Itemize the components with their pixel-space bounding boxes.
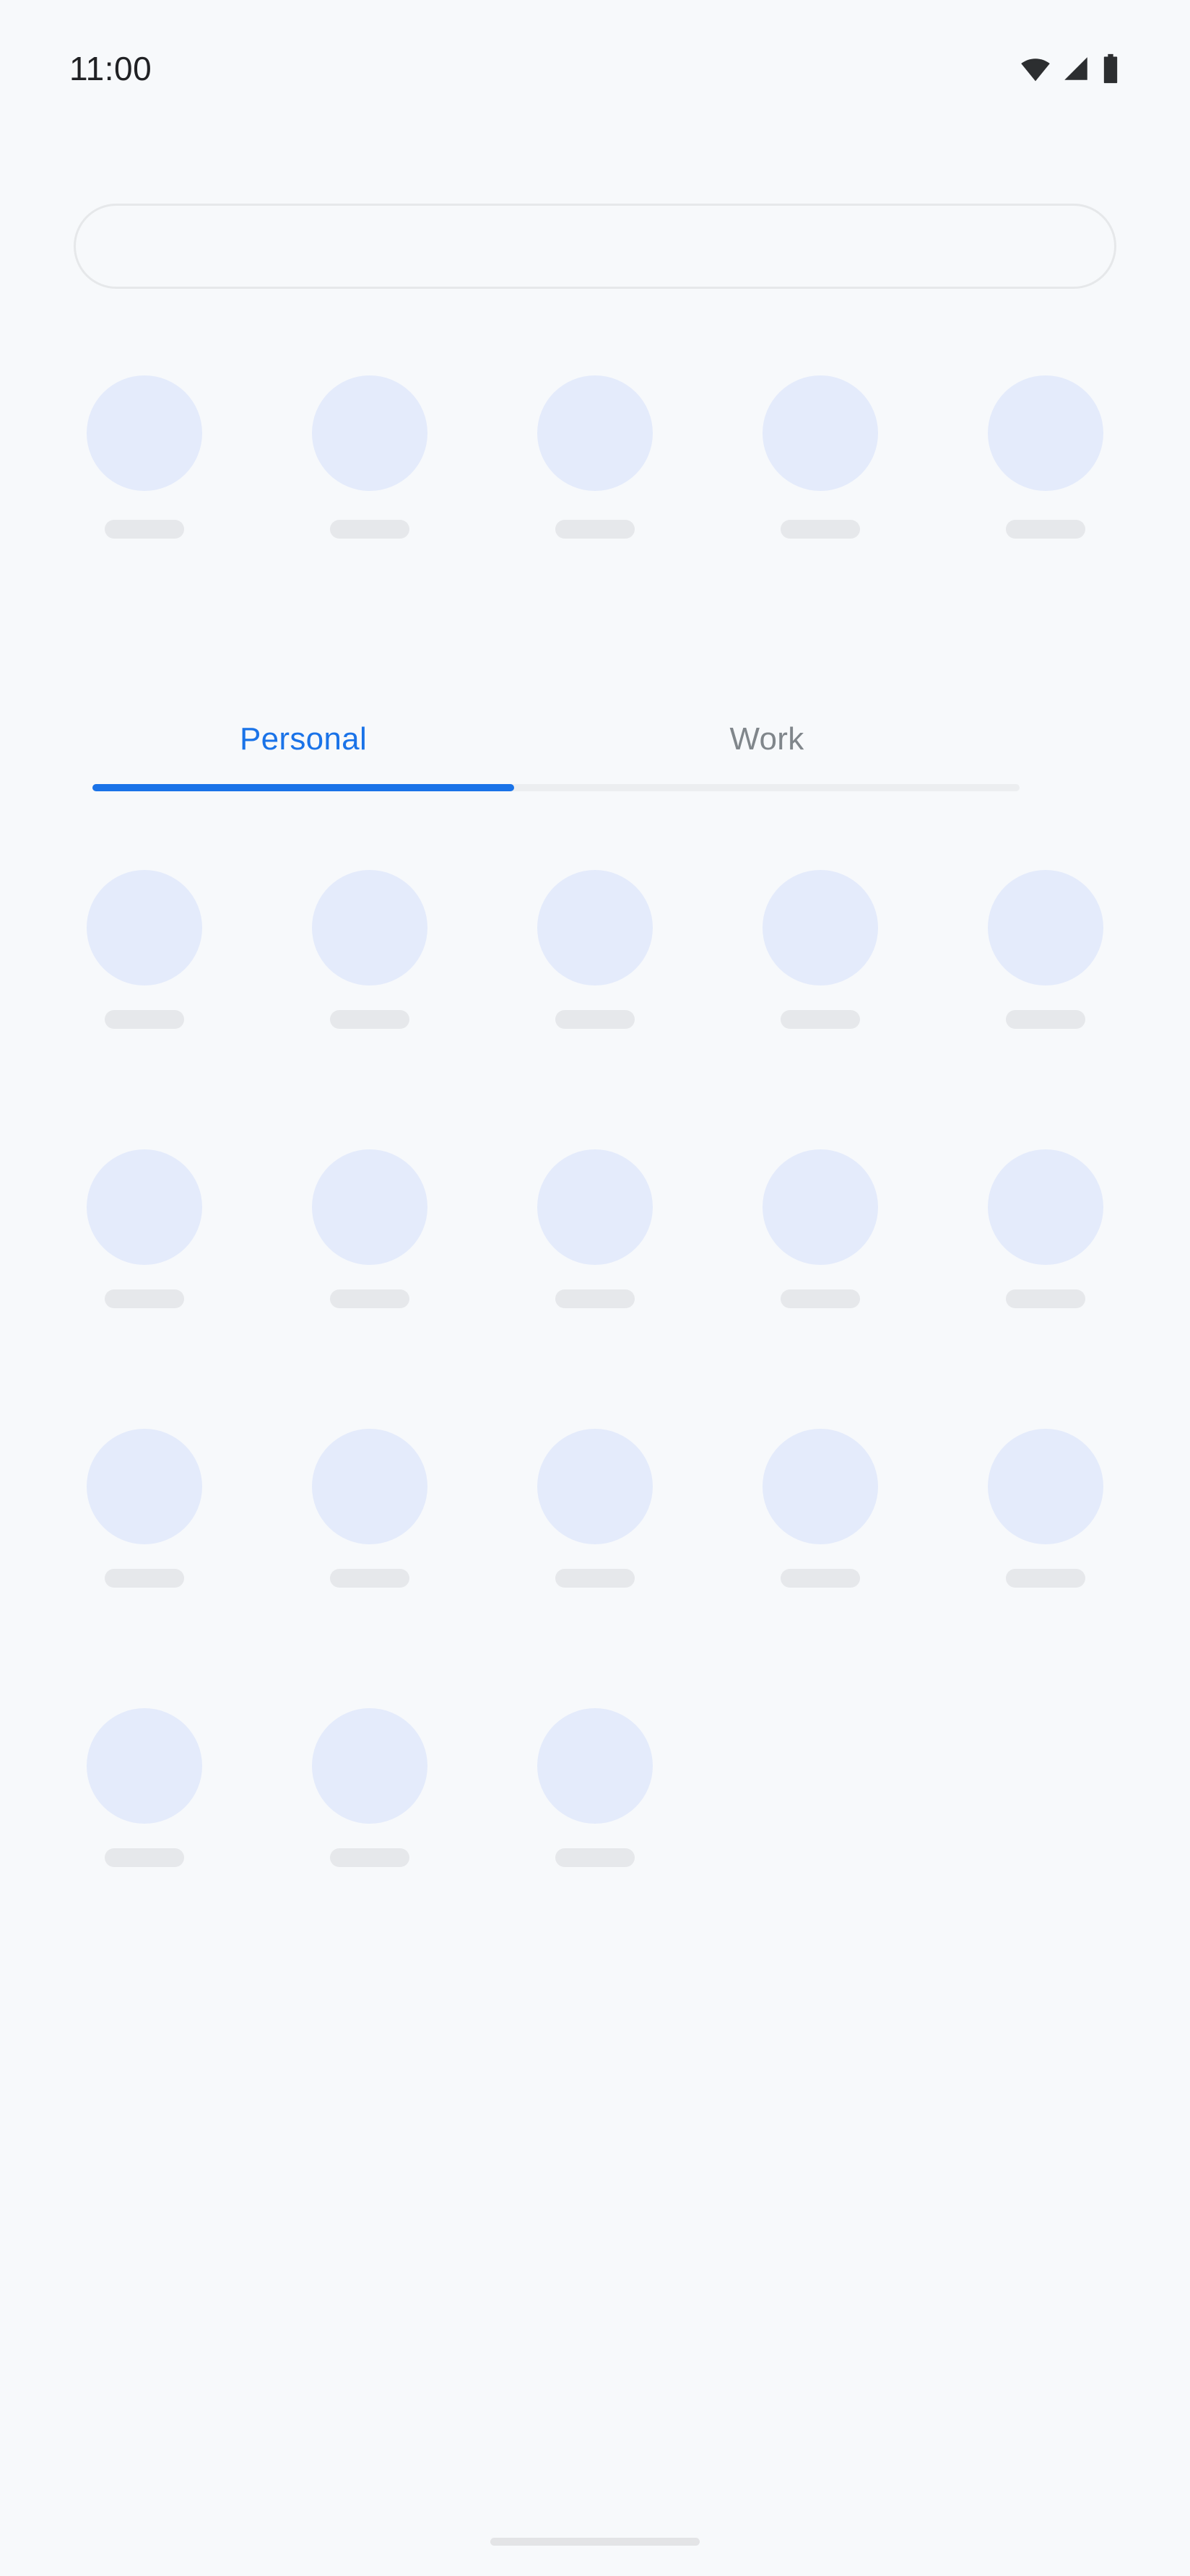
contact-name-placeholder — [1006, 1289, 1085, 1308]
contacts-grid[interactable] — [0, 870, 1190, 1881]
tab-work[interactable]: Work — [514, 700, 1020, 778]
contact-item[interactable] — [298, 1708, 442, 1867]
contact-item[interactable] — [973, 1149, 1118, 1308]
tab-bar: Personal Work — [0, 700, 1190, 801]
contact-name-placeholder — [330, 1289, 409, 1308]
contact-item[interactable] — [973, 1429, 1118, 1588]
contact-name-placeholder — [781, 1289, 860, 1308]
avatar — [537, 375, 653, 491]
avatar — [763, 375, 878, 491]
avatar — [763, 1149, 878, 1265]
battery-icon — [1103, 53, 1118, 84]
avatar — [312, 1149, 427, 1265]
contact-name-placeholder — [105, 1289, 184, 1308]
contact-name-placeholder — [330, 520, 409, 539]
status-bar: 11:00 — [0, 0, 1190, 137]
contact-name-placeholder — [1006, 1569, 1085, 1588]
contact-name-placeholder — [105, 1010, 184, 1029]
contact-item[interactable] — [72, 870, 217, 1029]
tab-active-indicator — [92, 784, 514, 791]
status-bar-clock: 11:00 — [69, 50, 152, 87]
avatar — [312, 1429, 427, 1544]
avatar — [988, 1149, 1103, 1265]
contact-item[interactable] — [523, 1429, 667, 1588]
contact-name-placeholder — [555, 520, 635, 539]
contact-item[interactable] — [523, 1708, 667, 1867]
contact-name-placeholder — [555, 1010, 635, 1029]
contact-name-placeholder — [555, 1848, 635, 1867]
avatar — [312, 870, 427, 985]
contact-name-placeholder — [781, 1010, 860, 1029]
avatar — [537, 1708, 653, 1824]
avatar — [763, 870, 878, 985]
contact-name-placeholder — [330, 1010, 409, 1029]
carousel-item[interactable] — [973, 375, 1118, 539]
avatar — [312, 1708, 427, 1824]
contact-item[interactable] — [72, 1429, 217, 1588]
contact-item[interactable] — [523, 1149, 667, 1308]
avatar — [87, 1149, 202, 1265]
contact-name-placeholder — [105, 1569, 184, 1588]
avatar — [988, 870, 1103, 985]
contact-name-placeholder — [781, 1569, 860, 1588]
wifi-icon — [1021, 58, 1050, 82]
contact-name-placeholder — [105, 1848, 184, 1867]
contact-item[interactable] — [748, 870, 892, 1029]
contact-item[interactable] — [523, 870, 667, 1029]
avatar — [312, 375, 427, 491]
contact-name-placeholder — [781, 520, 860, 539]
contact-item[interactable] — [748, 1429, 892, 1588]
contact-item[interactable] — [298, 1429, 442, 1588]
contact-name-placeholder — [1006, 1010, 1085, 1029]
status-bar-icons — [1020, 53, 1121, 84]
gesture-nav-handle[interactable] — [490, 2538, 700, 2546]
search-bar[interactable] — [74, 204, 1116, 289]
contact-item[interactable] — [72, 1149, 217, 1308]
tab-personal[interactable]: Personal — [92, 700, 514, 778]
contact-name-placeholder — [105, 520, 184, 539]
carousel-item[interactable] — [298, 375, 442, 539]
contact-item[interactable] — [72, 1708, 217, 1867]
contact-item[interactable] — [298, 1149, 442, 1308]
avatar — [87, 1429, 202, 1544]
contact-item[interactable] — [298, 870, 442, 1029]
contact-name-placeholder — [330, 1569, 409, 1588]
search-input[interactable] — [76, 206, 1114, 287]
avatar — [537, 870, 653, 985]
avatar — [763, 1429, 878, 1544]
avatar — [988, 375, 1103, 491]
avatar — [87, 375, 202, 491]
tab-indicator-track — [92, 784, 1020, 791]
contact-item[interactable] — [973, 870, 1118, 1029]
contact-name-placeholder — [1006, 520, 1085, 539]
avatar — [537, 1429, 653, 1544]
contact-name-placeholder — [330, 1848, 409, 1867]
cellular-signal-icon — [1064, 57, 1087, 80]
carousel-item[interactable] — [748, 375, 892, 539]
avatar — [87, 870, 202, 985]
avatar — [87, 1708, 202, 1824]
suggested-contacts-carousel[interactable] — [0, 375, 1190, 578]
contact-item[interactable] — [748, 1149, 892, 1308]
carousel-item[interactable] — [72, 375, 217, 539]
avatar — [988, 1429, 1103, 1544]
contact-name-placeholder — [555, 1569, 635, 1588]
contact-name-placeholder — [555, 1289, 635, 1308]
carousel-item[interactable] — [523, 375, 667, 539]
avatar — [537, 1149, 653, 1265]
